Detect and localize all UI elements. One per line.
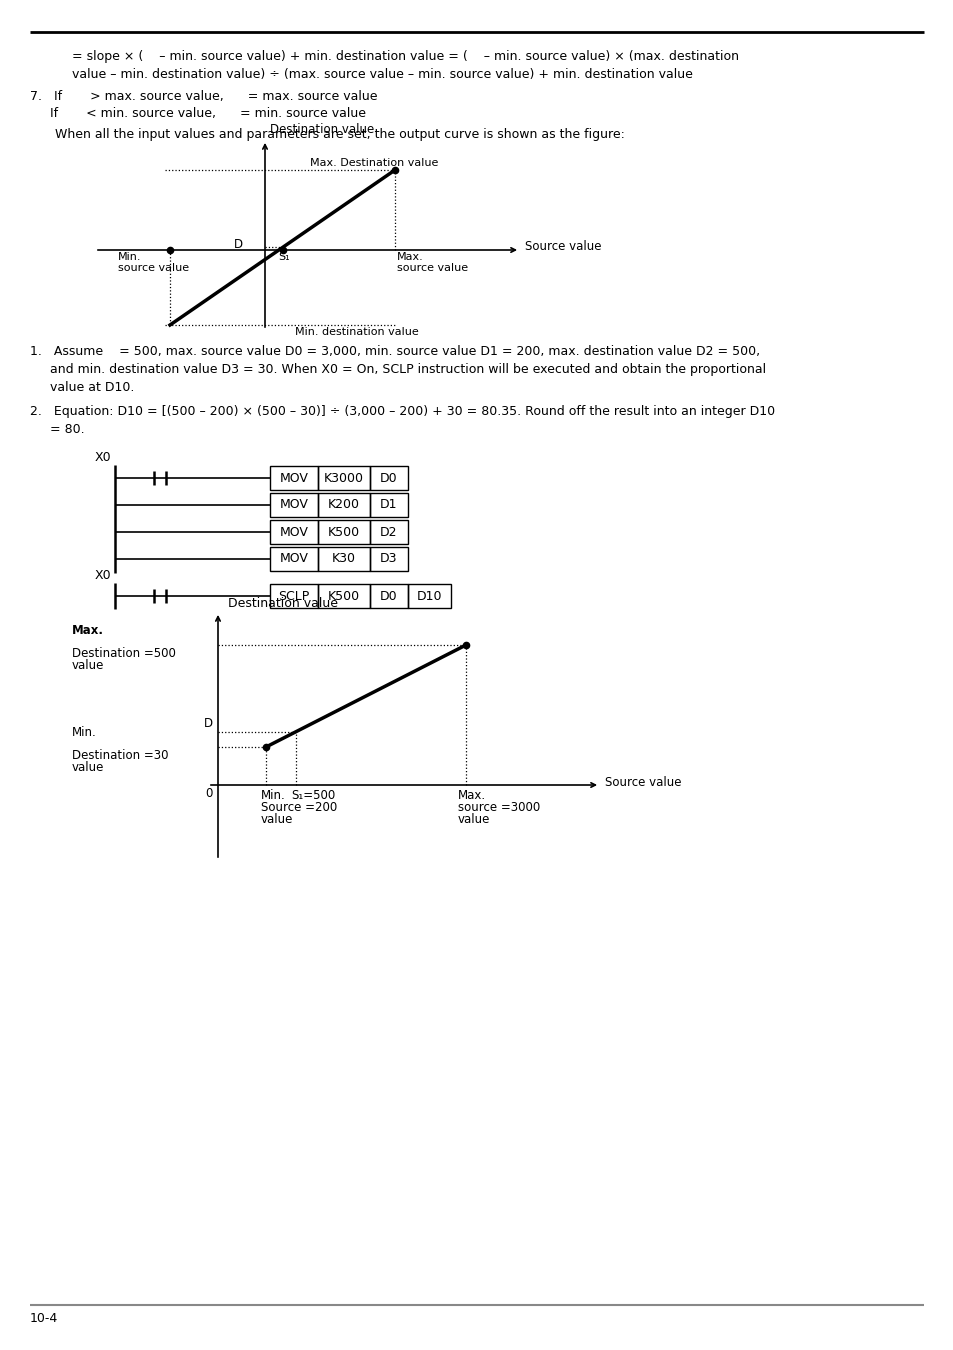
Text: D: D bbox=[204, 717, 213, 730]
Bar bbox=[270, 466, 317, 490]
Text: D3: D3 bbox=[380, 552, 397, 566]
Text: Max.: Max. bbox=[71, 624, 104, 637]
Bar bbox=[317, 520, 370, 544]
Text: D1: D1 bbox=[380, 498, 397, 512]
Text: source value: source value bbox=[396, 263, 468, 273]
Text: Source value: Source value bbox=[604, 775, 680, 788]
Text: 7.   If       > max. source value,      = max. source value: 7. If > max. source value, = max. source… bbox=[30, 90, 377, 103]
Text: value: value bbox=[261, 813, 294, 826]
Bar bbox=[317, 493, 370, 517]
Text: Min.: Min. bbox=[261, 788, 286, 802]
Text: MOV: MOV bbox=[279, 471, 308, 485]
Text: S₁=500: S₁=500 bbox=[291, 788, 335, 802]
Text: 2.   Equation: D10 = [(500 – 200) × (500 – 30)] ÷ (3,000 – 200) + 30 = 80.35. Ro: 2. Equation: D10 = [(500 – 200) × (500 –… bbox=[30, 405, 774, 418]
Text: MOV: MOV bbox=[279, 498, 308, 512]
Text: Destination =30: Destination =30 bbox=[71, 749, 169, 761]
Text: = 80.: = 80. bbox=[30, 423, 85, 436]
Text: D0: D0 bbox=[380, 590, 397, 602]
Text: K500: K500 bbox=[328, 590, 359, 602]
Bar bbox=[370, 585, 408, 608]
Text: K200: K200 bbox=[328, 498, 359, 512]
Text: value: value bbox=[71, 659, 104, 672]
Bar bbox=[370, 466, 408, 490]
Bar bbox=[270, 493, 317, 517]
Text: and min. destination value D3 = 30. When X0 = On, SCLP instruction will be execu: and min. destination value D3 = 30. When… bbox=[30, 363, 765, 377]
Text: Destination value: Destination value bbox=[228, 597, 337, 610]
Text: D0: D0 bbox=[380, 471, 397, 485]
Text: K3000: K3000 bbox=[324, 471, 364, 485]
Text: MOV: MOV bbox=[279, 525, 308, 539]
Text: 0: 0 bbox=[206, 787, 213, 801]
Text: 10-4: 10-4 bbox=[30, 1312, 58, 1324]
Text: value – min. destination value) ÷ (max. source value – min. source value) + min.: value – min. destination value) ÷ (max. … bbox=[71, 68, 692, 81]
Text: X0: X0 bbox=[95, 568, 112, 582]
Text: Max.: Max. bbox=[396, 252, 423, 262]
Text: D2: D2 bbox=[380, 525, 397, 539]
Text: Min. destination value: Min. destination value bbox=[294, 327, 418, 338]
Bar bbox=[317, 585, 370, 608]
Text: Max. Destination value: Max. Destination value bbox=[310, 158, 438, 167]
Bar bbox=[370, 520, 408, 544]
Text: K500: K500 bbox=[328, 525, 359, 539]
Text: Destination =500: Destination =500 bbox=[71, 647, 175, 660]
Bar bbox=[370, 547, 408, 571]
Text: source =3000: source =3000 bbox=[457, 801, 539, 814]
Text: value: value bbox=[457, 813, 490, 826]
Text: When all the input values and parameters are set, the output curve is shown as t: When all the input values and parameters… bbox=[55, 128, 624, 140]
Text: If       < min. source value,      = min. source value: If < min. source value, = min. source va… bbox=[30, 107, 366, 120]
Text: SCLP: SCLP bbox=[278, 590, 310, 602]
Bar bbox=[317, 547, 370, 571]
Text: D: D bbox=[233, 238, 243, 251]
Text: K30: K30 bbox=[332, 552, 355, 566]
Text: Source value: Source value bbox=[524, 240, 601, 254]
Bar bbox=[408, 585, 451, 608]
Text: X0: X0 bbox=[95, 451, 112, 464]
Text: Source =200: Source =200 bbox=[261, 801, 337, 814]
Text: D10: D10 bbox=[416, 590, 442, 602]
Text: 1.   Assume    = 500, max. source value D0 = 3,000, min. source value D1 = 200, : 1. Assume = 500, max. source value D0 = … bbox=[30, 346, 760, 358]
Text: Max.: Max. bbox=[457, 788, 486, 802]
Bar bbox=[317, 466, 370, 490]
Text: source value: source value bbox=[118, 263, 189, 273]
Bar bbox=[270, 585, 317, 608]
Bar bbox=[270, 520, 317, 544]
Text: = slope × (    – min. source value) + min. destination value = (    – min. sourc: = slope × ( – min. source value) + min. … bbox=[71, 50, 739, 63]
Bar bbox=[270, 547, 317, 571]
Text: Min.: Min. bbox=[118, 252, 141, 262]
Bar bbox=[370, 493, 408, 517]
Text: MOV: MOV bbox=[279, 552, 308, 566]
Text: Destination value: Destination value bbox=[270, 123, 374, 136]
Text: Min.: Min. bbox=[71, 726, 96, 738]
Text: value: value bbox=[71, 761, 104, 774]
Text: value at D10.: value at D10. bbox=[30, 381, 134, 394]
Text: S₁: S₁ bbox=[277, 252, 290, 262]
